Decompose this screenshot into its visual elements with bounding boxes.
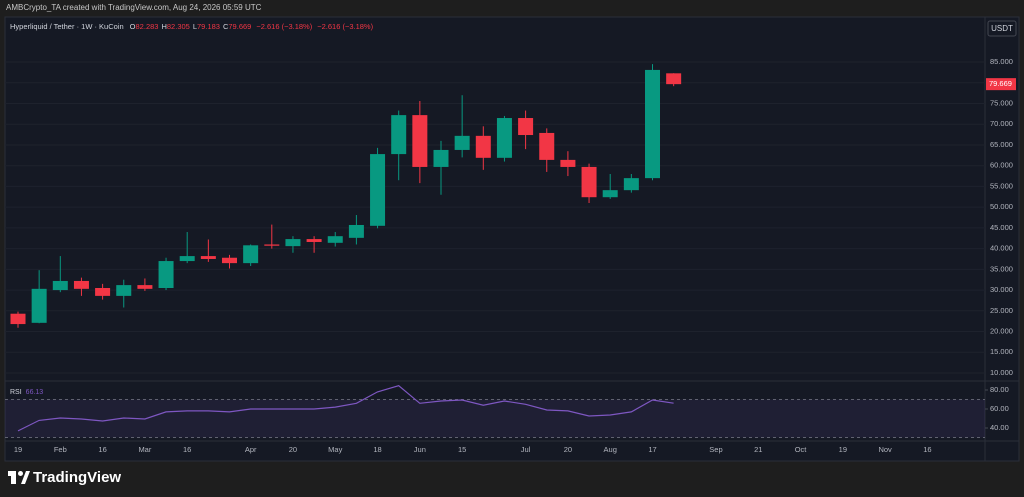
y-tick-label: 60.000 <box>990 161 1013 170</box>
ohlc-value: 82.305 <box>167 22 190 31</box>
candle-body <box>370 154 386 226</box>
x-tick-label: 17 <box>648 445 656 454</box>
ohlc-letter: L <box>193 22 197 31</box>
y-tick-label: 50.000 <box>990 202 1013 211</box>
x-tick-label: 19 <box>14 445 22 454</box>
rsi-title: RSI <box>10 389 22 396</box>
candle-body <box>179 256 195 262</box>
ohlc-value: 79.669 <box>228 22 251 31</box>
y-tick-label: 70.000 <box>990 119 1013 128</box>
x-tick-label: 19 <box>839 445 847 454</box>
x-tick-label: Jun <box>414 445 426 454</box>
candle-body <box>327 236 343 243</box>
ohlc-value: 79.183 <box>197 22 220 31</box>
rsi-band-fill <box>5 399 985 438</box>
last-price-label: 79.669 <box>989 79 1012 88</box>
x-tick-label: Aug <box>604 445 617 454</box>
candle-body <box>666 73 682 85</box>
currency-label: USDT <box>991 24 1013 33</box>
ohlc-letter: H <box>161 22 166 31</box>
brand-name: TradingView <box>33 469 121 486</box>
x-tick-label: Mar <box>138 445 151 454</box>
x-tick-label: 20 <box>564 445 572 454</box>
rsi-value: 66.13 <box>26 389 44 396</box>
candle-body <box>200 256 216 259</box>
x-tick-label: May <box>328 445 342 454</box>
x-tick-label: Sep <box>709 445 722 454</box>
y-tick-label: 25.000 <box>990 306 1013 315</box>
last-price-box <box>986 78 1016 91</box>
candle-body <box>31 288 47 323</box>
candle-body <box>158 261 174 289</box>
candle-body <box>560 159 576 167</box>
candle-body <box>454 135 470 150</box>
y-tick-label: 30.000 <box>990 285 1013 294</box>
y-tick-label: 15.000 <box>990 347 1013 356</box>
candle-body <box>539 132 555 160</box>
candle-body <box>433 149 449 167</box>
candle-body <box>10 313 26 325</box>
candle-body <box>348 224 364 238</box>
y-tick-label: 60.00 <box>990 404 1009 413</box>
candle-body <box>623 178 639 191</box>
x-tick-label: Jul <box>521 445 531 454</box>
chart-panel <box>4 16 1020 462</box>
candle-body <box>243 245 259 264</box>
ohlc-value: 82.283 <box>136 22 159 31</box>
x-tick-label: Feb <box>54 445 67 454</box>
candle-body <box>412 115 428 167</box>
x-tick-label: Oct <box>795 445 808 454</box>
chart-legend: Hyperliquid / Tether · 1W · KuCoin O82.28… <box>10 22 374 31</box>
x-tick-label: Apr <box>245 445 257 454</box>
x-tick-label: 16 <box>923 445 931 454</box>
x-tick-label: 16 <box>183 445 191 454</box>
chart-title: Hyperliquid / Tether · 1W · KuCoin <box>10 22 124 31</box>
x-tick-label: 16 <box>98 445 106 454</box>
x-tick-label: 21 <box>754 445 762 454</box>
candle-body <box>391 115 407 155</box>
candle-body <box>137 285 153 289</box>
candle-body <box>222 257 237 264</box>
y-tick-label: 20.000 <box>990 327 1013 336</box>
x-tick-label: 15 <box>458 445 466 454</box>
y-tick-label: 35.000 <box>990 264 1013 273</box>
attribution: AMBCrypto_TA created with TradingView.co… <box>6 3 262 12</box>
x-tick-label: 18 <box>373 445 381 454</box>
candle-body <box>285 239 301 247</box>
y-tick-label: 65.000 <box>990 140 1013 149</box>
change-text: −2.616 (−3.18%) <box>317 22 373 31</box>
ohlc-letter: C <box>223 22 229 31</box>
x-tick-label: Nov <box>878 445 892 454</box>
y-tick-label: 75.000 <box>990 98 1013 107</box>
y-tick-label: 85.000 <box>990 57 1013 66</box>
brand-logo <box>8 471 30 484</box>
y-tick-label: 55.000 <box>990 181 1013 190</box>
candle-body <box>116 285 132 296</box>
candle-body <box>306 239 322 242</box>
candle-body <box>52 280 68 291</box>
y-tick-label: 80.00 <box>990 385 1009 394</box>
ohlc-letter: O <box>130 22 136 31</box>
candle-body <box>73 280 89 289</box>
rsi-legend: RSI 66.13 <box>10 389 43 396</box>
x-tick-label: 20 <box>289 445 297 454</box>
y-tick-label: 10.000 <box>990 368 1013 377</box>
change-text: −2.616 (−3.18%) <box>256 22 312 31</box>
rsi-line <box>17 385 674 432</box>
candle-body <box>264 244 280 246</box>
candle-body <box>581 166 597 198</box>
y-tick-label: 40.000 <box>990 244 1013 253</box>
y-tick-label: 45.000 <box>990 223 1013 232</box>
candle-body <box>518 118 534 136</box>
candle-body <box>602 190 618 198</box>
currency-badge[interactable] <box>987 20 1017 37</box>
y-tick-label: 40.00 <box>990 423 1009 432</box>
candle-body <box>475 135 491 158</box>
candle-body <box>496 118 512 158</box>
candle-body <box>95 288 111 296</box>
candle-body <box>645 69 660 179</box>
